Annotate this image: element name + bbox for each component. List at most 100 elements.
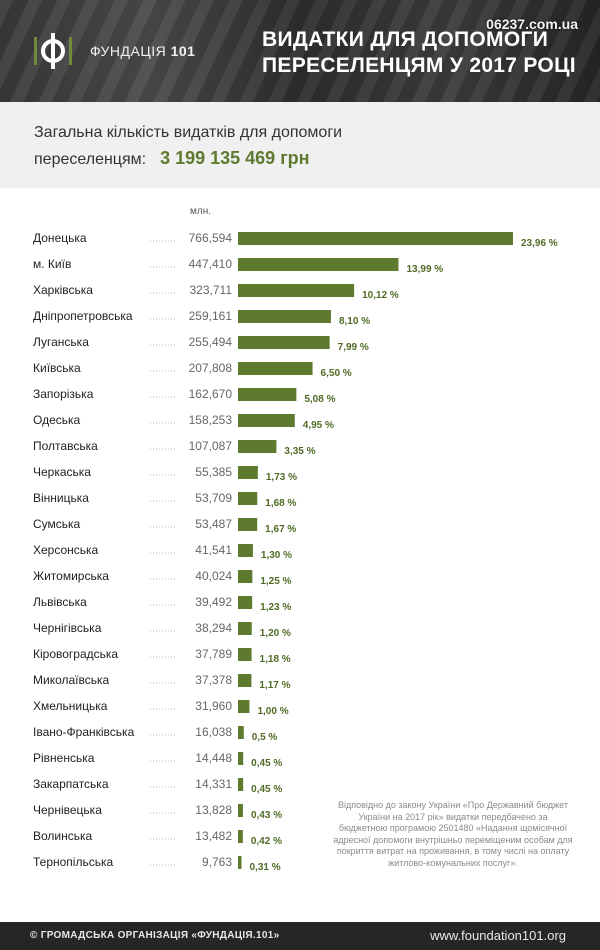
- value-label: 207,808: [189, 361, 233, 375]
- percent-label: 0,5 %: [252, 732, 278, 743]
- percent-label: 1,25 %: [260, 576, 291, 587]
- bar: [238, 804, 243, 817]
- category-label: Вінницька: [33, 491, 89, 505]
- category-label: Івано-Франківська: [33, 725, 135, 739]
- value-label: 53,487: [195, 517, 232, 531]
- value-label: 766,594: [189, 231, 233, 245]
- value-label: 16,038: [195, 725, 232, 739]
- bar: [238, 596, 253, 609]
- value-label: 14,331: [195, 777, 232, 791]
- title-line-2: ПЕРЕСЕЛЕНЦЯМ У 2017 РОЦІ: [262, 54, 576, 77]
- percent-label: 1,20 %: [260, 628, 291, 639]
- percent-label: 1,68 %: [265, 498, 296, 509]
- bar: [238, 258, 399, 271]
- percent-label: 1,00 %: [257, 706, 288, 717]
- value-label: 53,709: [195, 491, 232, 505]
- value-label: 323,711: [190, 283, 233, 297]
- value-label: 162,670: [189, 387, 233, 401]
- percent-label: 0,42 %: [251, 836, 282, 847]
- value-label: 41,541: [195, 543, 232, 557]
- value-label: 447,410: [189, 257, 233, 271]
- percent-label: 3,35 %: [284, 446, 315, 457]
- percent-label: 1,23 %: [260, 602, 291, 613]
- bar: [238, 830, 243, 843]
- footer: © ГРОМАДСЬКА ОРГАНІЗАЦІЯ «ФУНДАЦІЯ.101» …: [0, 922, 600, 950]
- category-label: Луганська: [33, 335, 89, 349]
- header-banner: ФУНДАЦІЯ 101 ВИДАТКИ ДЛЯ ДОПОМОГИ ПЕРЕСЕ…: [0, 0, 600, 102]
- bar: [238, 466, 258, 479]
- value-label: 107,087: [189, 439, 233, 453]
- bar-chart: млн. Донецька 766,594 23,96 % м. Київ 447,410…: [33, 206, 558, 873]
- category-label: Хмельницька: [33, 699, 108, 713]
- category-label: Тернопільська: [33, 855, 113, 869]
- percent-label: 0,45 %: [251, 758, 282, 769]
- value-label: 38,294: [195, 621, 232, 635]
- percent-label: 0,45 %: [251, 784, 282, 795]
- percent-label: 0,43 %: [251, 810, 282, 821]
- bar: [238, 570, 253, 583]
- logo-icon: [34, 33, 72, 69]
- percent-label: 0,31 %: [250, 862, 281, 873]
- value-label: 13,828: [195, 803, 232, 817]
- source-watermark: 06237.com.ua: [486, 16, 578, 32]
- summary-band: Загальна кількість видатків для допомоги…: [0, 102, 600, 188]
- category-label: Житомирська: [33, 569, 109, 583]
- bar: [238, 778, 244, 791]
- category-label: Полтавська: [33, 439, 98, 453]
- legal-note: Відповідно до закону України «Про Держав…: [333, 800, 573, 868]
- category-label: Черкаська: [33, 465, 91, 479]
- category-label: Чернігівська: [33, 621, 102, 635]
- bar: [238, 700, 250, 713]
- category-label: Кіровоградська: [33, 647, 118, 661]
- summary-text-line-1: Загальна кількість видатків для допомоги: [34, 124, 343, 141]
- bar: [238, 284, 355, 297]
- category-label: Донецька: [33, 231, 87, 245]
- percent-label: 4,95 %: [303, 420, 334, 431]
- bar: [238, 388, 297, 401]
- category-label: Сумська: [33, 517, 81, 531]
- bar: [238, 622, 252, 635]
- footer-copyright: © ГРОМАДСЬКА ОРГАНІЗАЦІЯ «ФУНДАЦІЯ.101»: [30, 930, 280, 941]
- percent-label: 5,08 %: [304, 394, 335, 405]
- category-label: Волинська: [33, 829, 93, 843]
- percent-label: 23,96 %: [521, 238, 558, 249]
- percent-label: 1,18 %: [260, 654, 291, 665]
- logo[interactable]: ФУНДАЦІЯ 101: [34, 33, 195, 69]
- bar: [238, 648, 252, 661]
- logo-text: ФУНДАЦІЯ 101: [90, 43, 196, 59]
- bar: [238, 440, 277, 453]
- bar: [238, 544, 253, 557]
- percent-label: 8,10 %: [339, 316, 370, 327]
- value-label: 158,253: [189, 413, 233, 427]
- bar: [238, 674, 252, 687]
- category-label: Запорізька: [33, 387, 94, 401]
- bar: [238, 492, 258, 505]
- category-label: Херсонська: [33, 543, 99, 557]
- summary-total-value: 3 199 135 469 грн: [160, 148, 310, 168]
- percent-label: 1,17 %: [259, 680, 290, 691]
- category-label: Закарпатська: [33, 777, 109, 791]
- value-label: 39,492: [195, 595, 232, 609]
- bar: [238, 414, 295, 427]
- percent-label: 1,30 %: [261, 550, 292, 561]
- percent-label: 7,99 %: [338, 342, 369, 353]
- value-label: 40,024: [195, 569, 232, 583]
- percent-label: 10,12 %: [362, 290, 399, 301]
- bar: [238, 362, 313, 375]
- percent-label: 6,50 %: [321, 368, 352, 379]
- summary-label: переселенцям:: [34, 151, 147, 168]
- category-label: Одеська: [33, 413, 81, 427]
- bar: [238, 752, 244, 765]
- value-label: 55,385: [195, 465, 232, 479]
- category-label: Дніпропетровська: [33, 309, 133, 323]
- category-label: Київська: [33, 361, 81, 375]
- category-label: Миколаївська: [33, 673, 110, 687]
- percent-label: 1,73 %: [266, 472, 297, 483]
- percent-label: 13,99 %: [406, 264, 443, 275]
- value-label: 259,161: [189, 309, 233, 323]
- unit-label: млн.: [190, 206, 211, 217]
- bar: [238, 232, 513, 245]
- footer-website-link[interactable]: www.foundation101.org: [430, 928, 566, 943]
- bar: [238, 726, 244, 739]
- value-label: 255,494: [189, 335, 233, 349]
